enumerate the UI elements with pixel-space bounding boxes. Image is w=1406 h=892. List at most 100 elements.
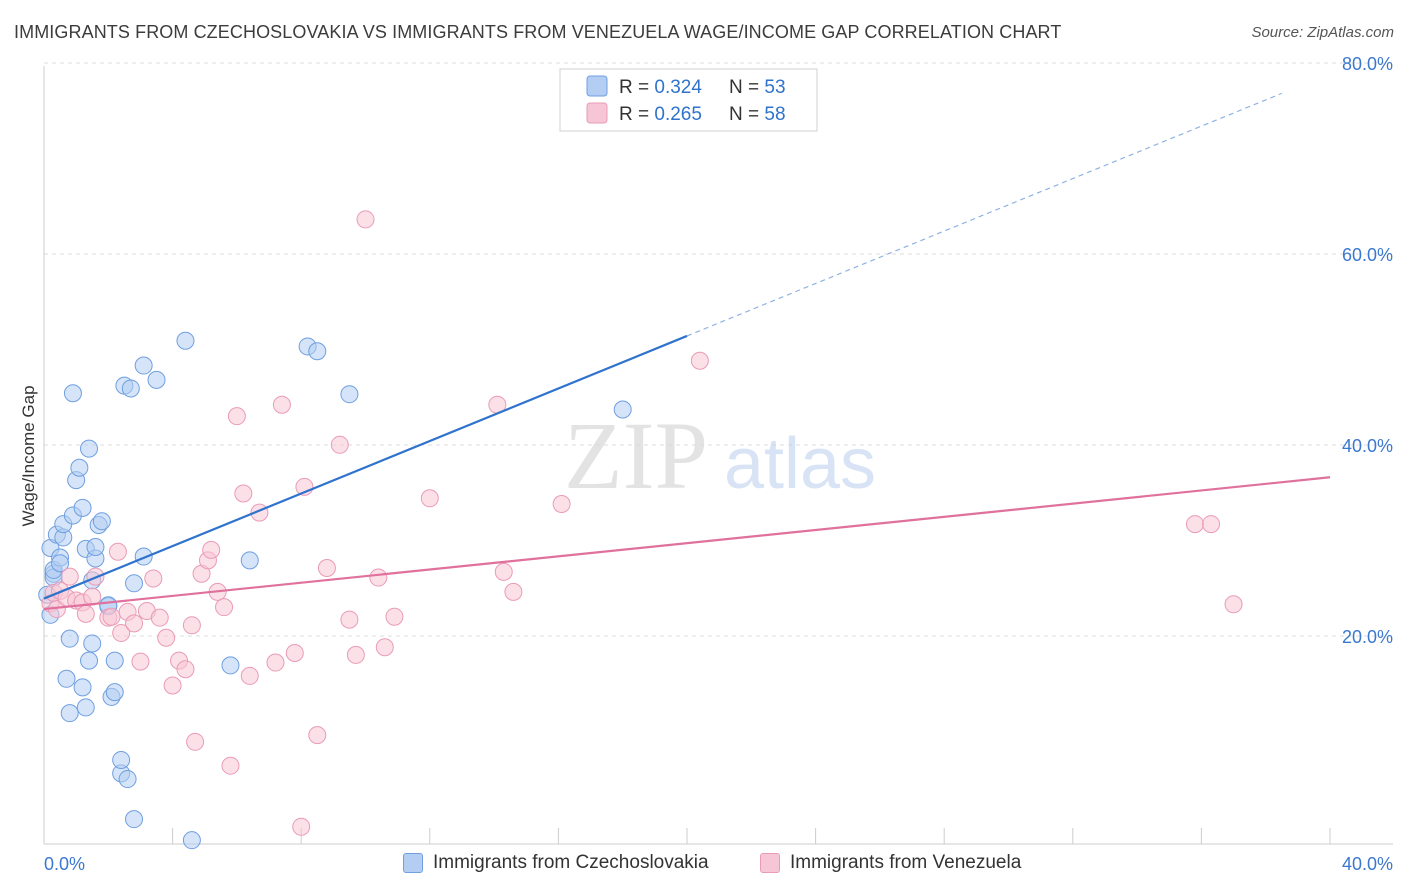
legend-n-label-1: N = (729, 77, 764, 98)
point-venezuela (102, 607, 121, 626)
x-tick-label: 40.0% (1342, 854, 1393, 874)
legend-bottom: Immigrants from Czechoslovakia Immigrant… (0, 852, 1406, 878)
legend-n-value-2: 58 (764, 104, 785, 125)
x-tick-labels: 0.0% 40.0% (44, 854, 1393, 874)
x-tick-label: 0.0% (44, 854, 85, 874)
legend-r-label-1: R = (619, 77, 654, 98)
point-venezuela (108, 542, 127, 561)
chart-title: IMMIGRANTS FROM CZECHOSLOVAKIA VS IMMIGR… (14, 22, 1062, 42)
legend-item-venezuela: Immigrants from Venezuela (760, 852, 1021, 874)
point-venezuela (494, 562, 513, 581)
point-venezuela (420, 489, 439, 508)
legend-r-value-2: 0.265 (654, 104, 702, 125)
point-czechoslovakia (70, 458, 89, 477)
point-venezuela (285, 644, 304, 662)
point-czechoslovakia (125, 810, 144, 829)
watermark-zip: ZIP (564, 402, 708, 509)
point-venezuela (76, 604, 95, 623)
point-czechoslovakia (80, 439, 99, 458)
point-venezuela (131, 652, 150, 671)
grid-lines (44, 62, 1393, 637)
legend-item-czechoslovakia: Immigrants from Czechoslovakia (403, 852, 709, 874)
y-tick-label: 80.0% (1342, 54, 1393, 74)
point-venezuela (356, 210, 375, 229)
point-czechoslovakia (118, 770, 137, 789)
legend-label-czechoslovakia: Immigrants from Czechoslovakia (433, 852, 709, 873)
legend-swatch-blue (403, 853, 423, 873)
point-venezuela (340, 610, 359, 629)
point-czechoslovakia (86, 537, 105, 556)
point-czechoslovakia (176, 331, 195, 350)
point-czechoslovakia (125, 574, 144, 593)
point-venezuela (266, 653, 285, 672)
point-czechoslovakia (73, 498, 92, 517)
point-czechoslovakia (80, 651, 99, 670)
point-venezuela (125, 614, 144, 633)
legend-n-value-1: 53 (764, 77, 785, 98)
point-venezuela (375, 638, 394, 657)
point-czechoslovakia (240, 551, 259, 570)
point-venezuela (186, 732, 205, 751)
point-venezuela (182, 616, 201, 635)
point-venezuela (112, 623, 131, 642)
axes (43, 66, 1393, 845)
point-venezuela (552, 495, 571, 514)
point-czechoslovakia (308, 342, 327, 361)
point-venezuela (144, 569, 163, 588)
point-czechoslovakia (121, 379, 140, 398)
point-czechoslovakia (83, 634, 102, 653)
trend-line-czechoslovakia (43, 334, 688, 600)
point-czechoslovakia (221, 656, 240, 675)
point-venezuela (60, 567, 79, 586)
watermark: ZIP atlas (564, 402, 876, 509)
point-venezuela (227, 407, 246, 426)
point-venezuela (157, 628, 176, 647)
point-czechoslovakia (57, 669, 76, 688)
point-czechoslovakia (105, 651, 124, 670)
point-venezuela (240, 666, 259, 685)
point-venezuela (369, 568, 388, 587)
legend-swatch-pink (760, 853, 780, 873)
trend-line-venezuela (43, 476, 1331, 611)
point-venezuela (292, 817, 311, 836)
point-czechoslovakia (63, 384, 82, 403)
trend-lines (43, 92, 1331, 611)
point-venezuela (1224, 595, 1243, 614)
point-venezuela (215, 598, 234, 617)
legend-swatch-venezuela (586, 102, 608, 124)
source-label: Source: ZipAtlas.com (1251, 24, 1394, 41)
y-tick-label: 40.0% (1342, 436, 1393, 456)
point-venezuela (1185, 515, 1204, 534)
svg-text:R = 0.265: R = 0.265 (619, 104, 702, 125)
svg-text:N = 53: N = 53 (729, 77, 786, 98)
point-venezuela (221, 756, 240, 775)
legend-n-label-2: N = (729, 104, 764, 125)
svg-text:N = 58: N = 58 (729, 104, 786, 125)
point-czechoslovakia (134, 547, 153, 566)
data-points (38, 210, 1243, 850)
y-axis-label: Wage/Income Gap (19, 385, 38, 526)
legend-swatch-czechoslovakia (586, 75, 608, 97)
point-czechoslovakia (60, 704, 79, 723)
point-venezuela (272, 395, 291, 414)
point-czechoslovakia (613, 400, 632, 419)
point-venezuela (1202, 515, 1221, 534)
y-tick-label: 20.0% (1342, 627, 1393, 647)
point-venezuela (690, 351, 709, 370)
watermark-atlas: atlas (724, 424, 876, 504)
point-czechoslovakia (105, 683, 124, 702)
point-venezuela (330, 435, 349, 454)
point-czechoslovakia (92, 512, 111, 531)
point-venezuela (163, 676, 182, 695)
legend-r-value-1: 0.324 (654, 77, 702, 98)
point-czechoslovakia (134, 356, 153, 375)
svg-text:R = 0.324: R = 0.324 (619, 77, 702, 98)
point-czechoslovakia (340, 385, 359, 404)
point-czechoslovakia (73, 678, 92, 697)
point-czechoslovakia (147, 370, 166, 389)
legend-top: R = 0.324 N = 53 R = 0.265 N = 58 (559, 68, 818, 132)
y-tick-label: 60.0% (1342, 245, 1393, 265)
y-tick-labels: 20.0% 40.0% 60.0% 80.0% (1342, 54, 1393, 647)
point-venezuela (202, 540, 221, 559)
trend-extension-czechoslovakia (686, 92, 1283, 337)
